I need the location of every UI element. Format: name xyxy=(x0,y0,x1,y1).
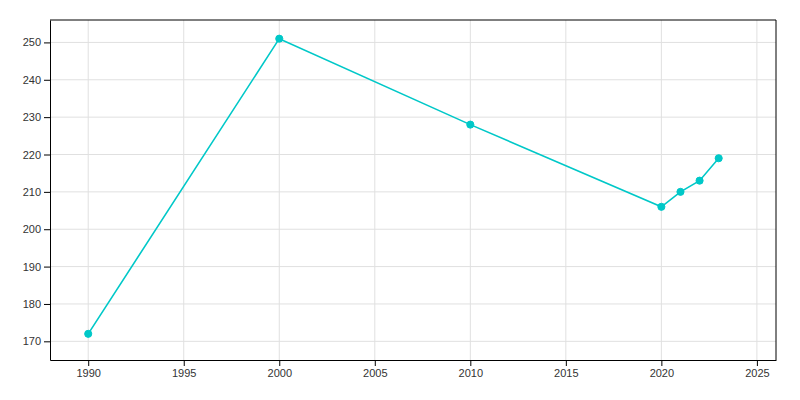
y-tick-mark xyxy=(44,341,50,342)
grid-line-x xyxy=(183,20,184,360)
marker xyxy=(658,203,665,210)
x-tick: 1995 xyxy=(172,360,196,379)
x-tick-label: 2010 xyxy=(459,367,483,379)
x-axis: 1990 1995 2000 2005 2010 2015 2020 2025 xyxy=(51,360,777,379)
x-tick-mark xyxy=(375,360,376,366)
x-tick: 2020 xyxy=(650,360,674,379)
grid-line-y xyxy=(50,79,776,80)
x-tick-mark xyxy=(757,360,758,366)
x-tick-mark xyxy=(184,360,185,366)
x-tick: 2005 xyxy=(363,360,387,379)
x-tick-label: 1990 xyxy=(76,367,100,379)
y-tick: 170 xyxy=(23,335,50,347)
y-tick: 190 xyxy=(23,261,50,273)
y-tick-mark xyxy=(44,229,50,230)
grid-line-y xyxy=(50,154,776,155)
x-tick-mark xyxy=(661,360,662,366)
y-tick: 220 xyxy=(23,149,50,161)
grid-line-y xyxy=(50,341,776,342)
y-tick: 250 xyxy=(23,36,50,48)
x-tick-label: 2000 xyxy=(268,367,292,379)
chart-svg: 1990 1995 2000 2005 2010 2015 2020 2025 170 180 19… xyxy=(0,0,800,400)
x-tick: 2010 xyxy=(459,360,483,379)
y-tick: 180 xyxy=(23,298,50,310)
marker xyxy=(677,188,684,195)
y-tick-mark xyxy=(44,117,50,118)
x-tick-label: 1995 xyxy=(172,367,196,379)
y-tick-mark xyxy=(44,155,50,156)
y-tick-mark xyxy=(44,80,50,81)
y-tick-label: 200 xyxy=(23,223,41,235)
grid-line-y xyxy=(50,42,776,43)
plot-frame-top xyxy=(50,20,776,21)
grid-line-x xyxy=(661,20,662,360)
y-tick: 230 xyxy=(23,111,50,123)
y-tick-label: 240 xyxy=(23,74,41,86)
marker xyxy=(467,121,474,128)
y-tick-mark xyxy=(44,304,50,305)
y-tick-label: 220 xyxy=(23,149,41,161)
y-tick-label: 180 xyxy=(23,298,41,310)
x-tick-mark xyxy=(88,360,89,366)
y-tick: 200 xyxy=(23,223,50,235)
x-tick-mark xyxy=(566,360,567,366)
grid-line-y xyxy=(50,266,776,267)
y-tick-mark xyxy=(44,267,50,268)
line xyxy=(88,39,718,334)
grid-line-x xyxy=(88,20,89,360)
grid xyxy=(50,20,776,360)
x-tick: 2015 xyxy=(554,360,578,379)
x-tick-label: 2005 xyxy=(363,367,387,379)
x-tick: 2000 xyxy=(268,360,292,379)
y-tick: 240 xyxy=(23,74,50,86)
marker xyxy=(85,330,92,337)
grid-line-x xyxy=(374,20,375,360)
y-tick-label: 170 xyxy=(23,335,41,347)
y-tick-label: 190 xyxy=(23,261,41,273)
grid-line-x xyxy=(756,20,757,360)
marker xyxy=(715,155,722,162)
x-tick-label: 2015 xyxy=(554,367,578,379)
x-tick: 1990 xyxy=(76,360,100,379)
x-tick-label: 2020 xyxy=(650,367,674,379)
grid-line-x xyxy=(279,20,280,360)
plot-area xyxy=(85,35,723,337)
x-tick: 2025 xyxy=(745,360,769,379)
marker xyxy=(276,35,283,42)
y-tick: 210 xyxy=(23,186,50,198)
y-tick-mark xyxy=(44,192,50,193)
x-tick-mark xyxy=(470,360,471,366)
y-tick-label: 250 xyxy=(23,36,41,48)
plot-frame-right xyxy=(776,20,777,360)
x-tick-mark xyxy=(279,360,280,366)
x-tick-label: 2025 xyxy=(745,367,769,379)
x-axis-line xyxy=(51,360,777,361)
marker xyxy=(696,177,703,184)
grid-line-x xyxy=(565,20,566,360)
grid-line-y xyxy=(50,191,776,192)
grid-line-y xyxy=(50,303,776,304)
chart-container: 1990 1995 2000 2005 2010 2015 2020 2025 170 180 19… xyxy=(0,0,800,400)
grid-line-y xyxy=(50,117,776,118)
y-tick-mark xyxy=(44,42,50,43)
grid-line-y xyxy=(50,229,776,230)
y-axis: 170 180 190 200 210 220 230 240 250 xyxy=(23,21,51,361)
y-axis-line xyxy=(50,21,51,361)
y-tick-label: 230 xyxy=(23,111,41,123)
grid-line-x xyxy=(470,20,471,360)
y-tick-label: 210 xyxy=(23,186,41,198)
